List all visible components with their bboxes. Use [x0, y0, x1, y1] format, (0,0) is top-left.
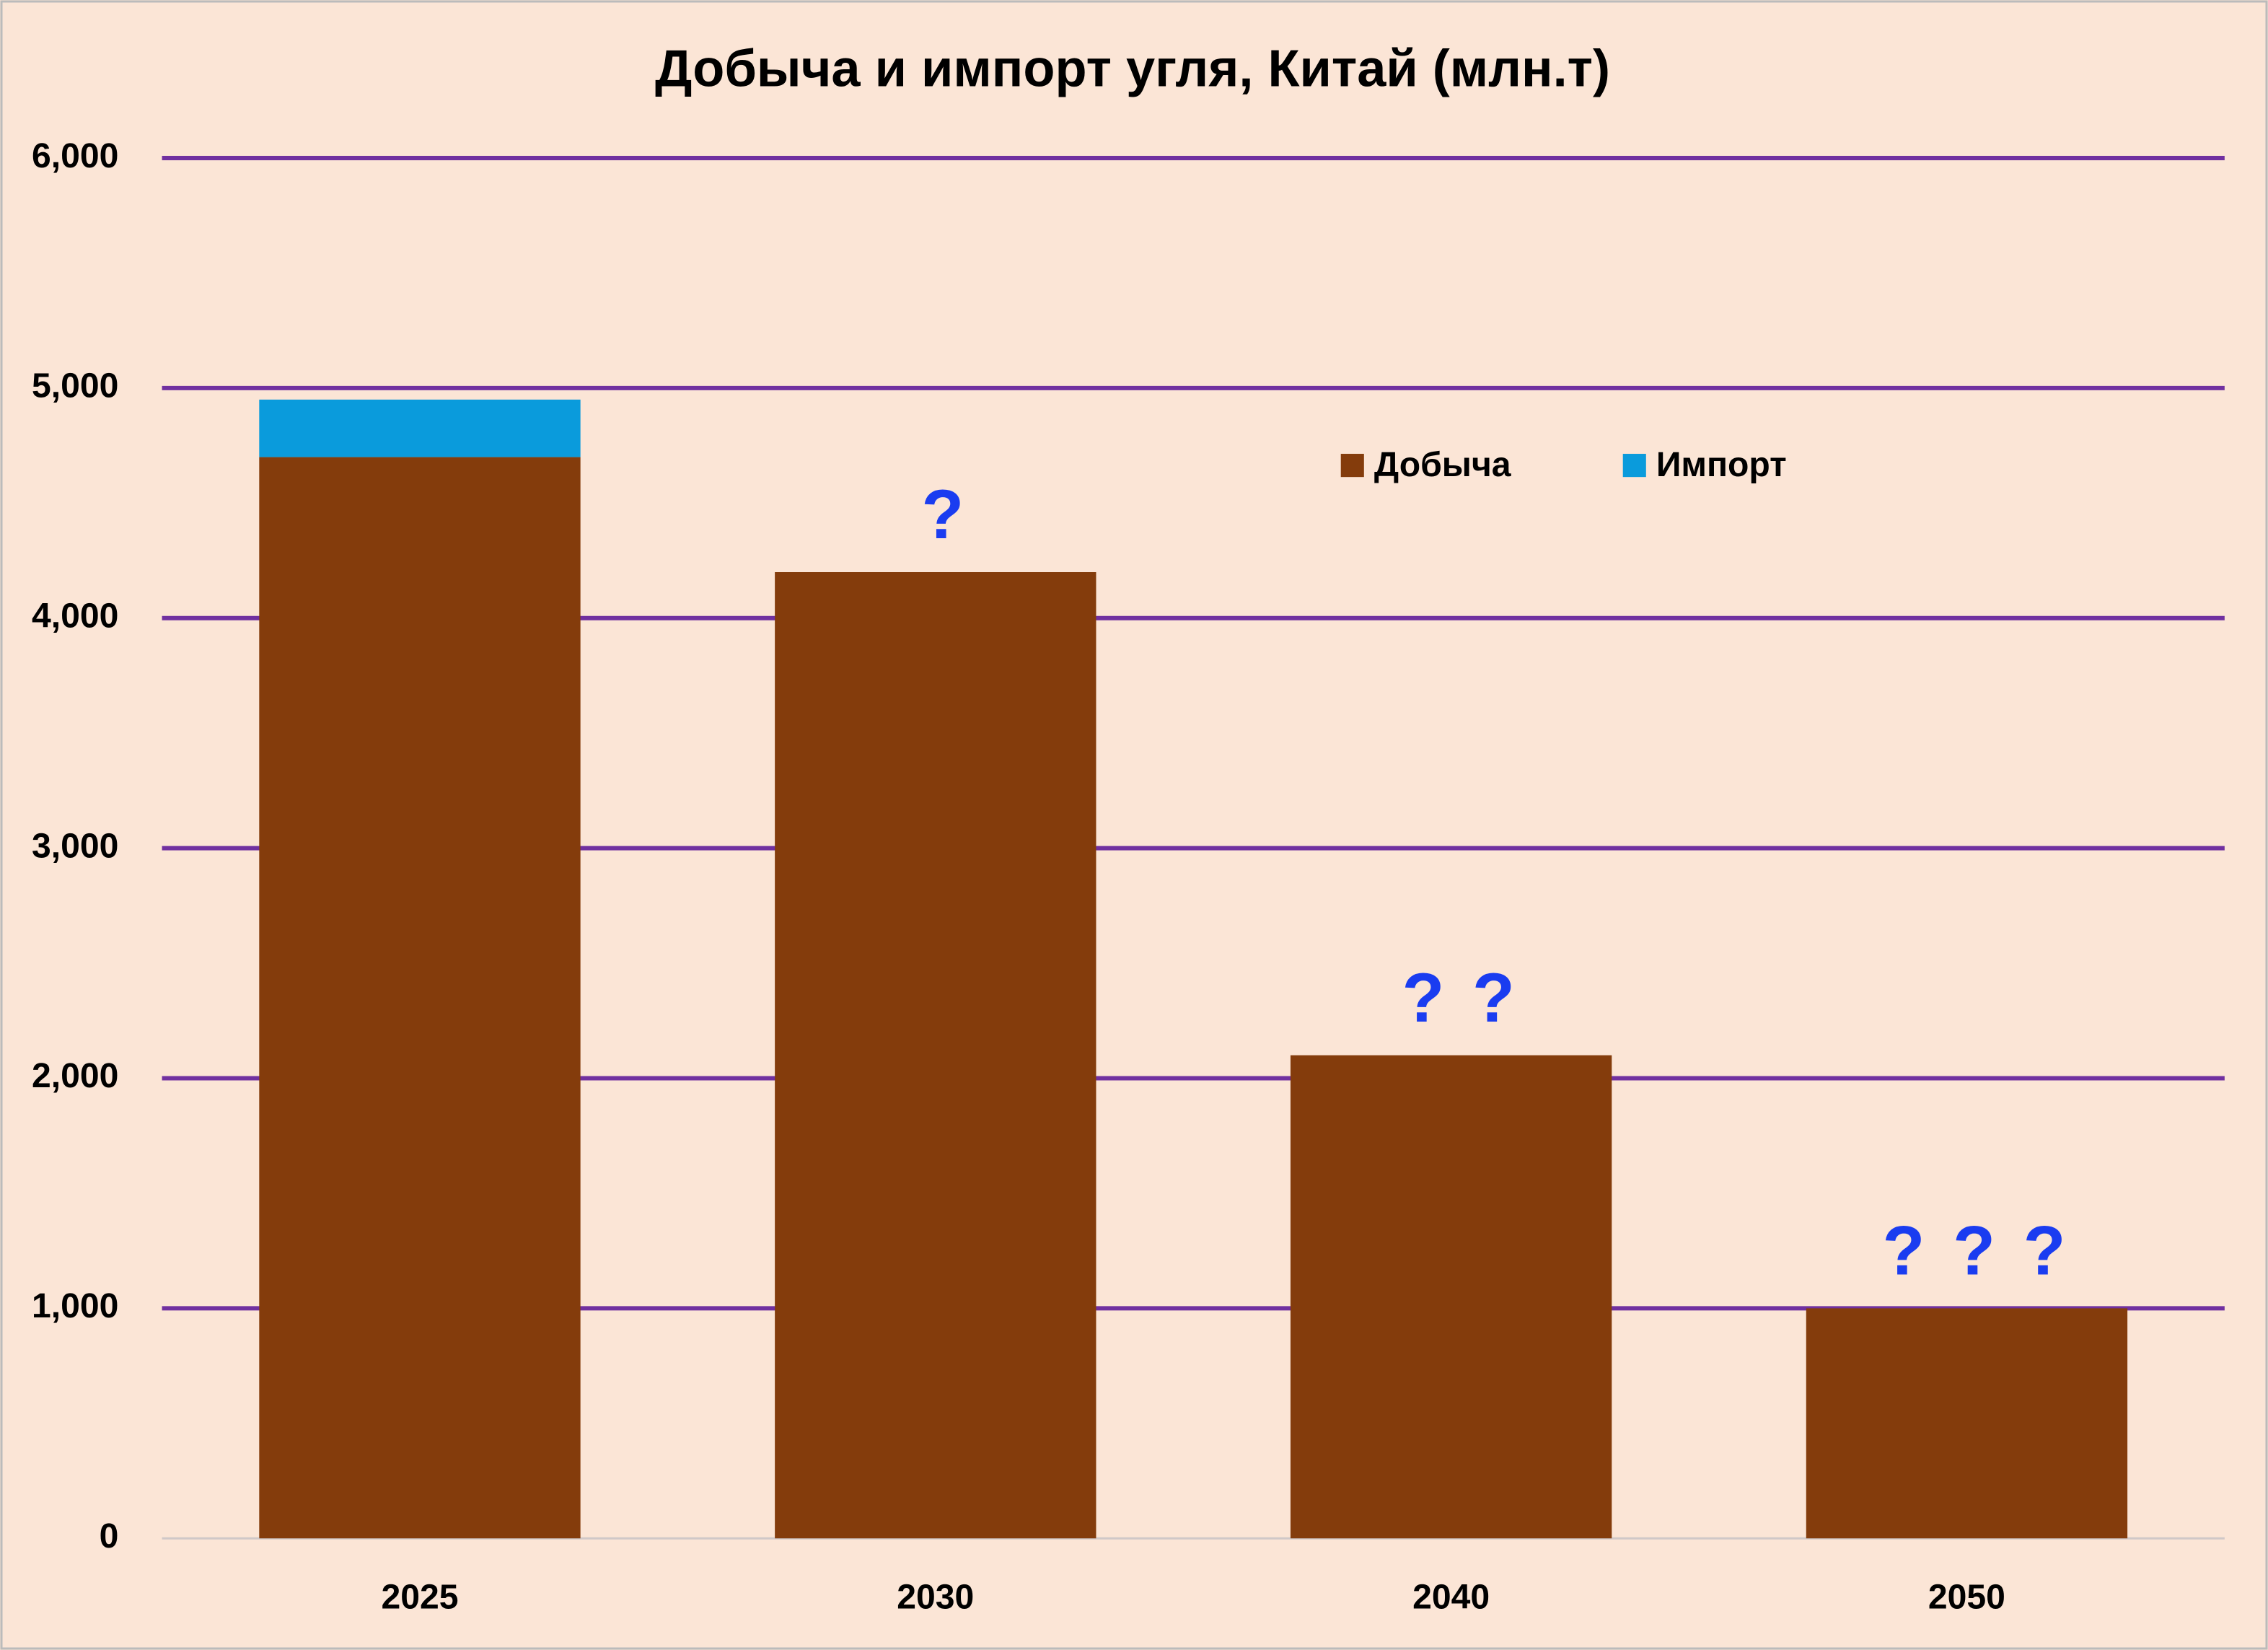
x-tick-label: 2030 — [897, 1577, 974, 1616]
legend-label: Импорт — [1656, 445, 1787, 484]
chart-title: Добыча и импорт угля, Китай (млн.т) — [655, 40, 1610, 98]
annotation: ? ? ? — [1883, 1212, 2066, 1289]
legend-swatch — [1340, 454, 1364, 478]
y-tick-label: 3,000 — [32, 826, 118, 865]
annotation: ? — [921, 476, 964, 553]
annotation: ? ? — [1402, 960, 1514, 1037]
y-tick-label: 6,000 — [32, 136, 118, 175]
y-tick-label: 4,000 — [32, 596, 118, 635]
x-tick-label: 2025 — [381, 1577, 458, 1616]
bar-segment — [1290, 1055, 1612, 1539]
legend-swatch — [1622, 454, 1646, 478]
bar-segment — [1806, 1308, 2128, 1539]
legend-label: Добыча — [1374, 445, 1512, 484]
x-tick-label: 2040 — [1412, 1577, 1490, 1616]
bar-segment — [259, 399, 581, 457]
y-tick-label: 0 — [100, 1517, 119, 1555]
y-tick-label: 5,000 — [32, 367, 118, 405]
y-tick-label: 2,000 — [32, 1056, 118, 1095]
bar-segment — [775, 572, 1096, 1539]
bar-segment — [259, 457, 581, 1539]
y-tick-label: 1,000 — [32, 1286, 118, 1325]
x-tick-label: 2050 — [1928, 1577, 2005, 1616]
